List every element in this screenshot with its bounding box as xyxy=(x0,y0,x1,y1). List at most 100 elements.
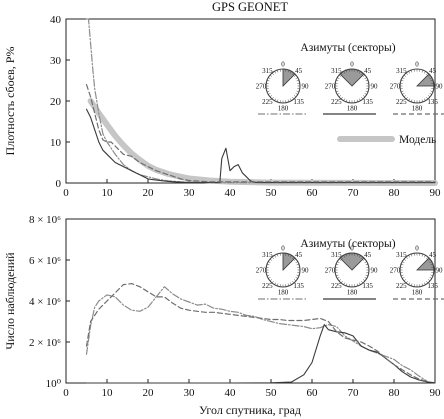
dial-tick xyxy=(287,283,290,287)
dial-tick xyxy=(361,96,364,100)
dial-azimuth-label: 135 xyxy=(293,282,304,290)
dial-tick xyxy=(279,69,281,72)
dial-tick xyxy=(400,272,403,274)
dial-tick xyxy=(274,71,277,74)
dial-tick xyxy=(348,253,350,256)
dial-tick xyxy=(431,266,434,268)
dial-tick xyxy=(295,77,298,80)
dial-tick xyxy=(296,263,300,266)
top-ylabel: Плотность сбоев, P% xyxy=(3,47,17,156)
bottom-dial-sector-45-90: 0 45 90 135 180 225 270 315 xyxy=(390,245,443,297)
dial-azimuth-label: 180 xyxy=(278,105,289,113)
dial-tick xyxy=(426,96,429,100)
dial-tick xyxy=(400,274,404,277)
dial-tick xyxy=(400,82,403,84)
dial-tick xyxy=(429,93,432,95)
dial-tick xyxy=(335,274,339,277)
dial-tick xyxy=(429,261,432,264)
dial-tick xyxy=(287,99,290,103)
dial-tick xyxy=(424,282,426,285)
dial-tick xyxy=(362,74,366,77)
dial-tick xyxy=(343,71,346,74)
dial-tick xyxy=(365,90,369,93)
dial-azimuth-label: 0 xyxy=(415,245,419,253)
dial-tick xyxy=(269,258,273,261)
dial-tick xyxy=(359,255,361,258)
dial-azimuth-label: 0 xyxy=(281,245,285,253)
dial-tick xyxy=(365,263,369,266)
dial-tick xyxy=(293,74,297,77)
dial-tick xyxy=(364,261,367,264)
dial-azimuth-label: 315 xyxy=(331,67,342,75)
dial-tick xyxy=(408,282,411,285)
dial-tick xyxy=(335,79,339,82)
dial-azimuth-label: 90 xyxy=(436,83,444,91)
dial-tick xyxy=(345,99,348,103)
bottom-legend: Азимуты (секторы) 0 45 90 135 180 225 270 315 0… xyxy=(256,238,444,300)
dial-azimuth-label: 180 xyxy=(412,289,423,297)
top-legend-header: Азимуты (секторы) xyxy=(300,42,395,54)
dial-tick xyxy=(413,253,415,256)
bottom-axis-ticks: 0 10 20 30 40 50 60 70 80 90 10⁰ 2 × 10⁶ 4 × 10⁶ 6 × … xyxy=(29,214,441,399)
dial-tick xyxy=(296,79,300,82)
dial-tick xyxy=(279,100,281,103)
dial-tick xyxy=(361,256,364,260)
dial-tick xyxy=(296,274,300,277)
dial-tick xyxy=(427,258,431,261)
dial-tick xyxy=(402,93,405,95)
top-xtick-label: 60 xyxy=(307,187,319,199)
top-xtick-label: 20 xyxy=(143,187,155,199)
dial-azimuth-label: 180 xyxy=(278,289,289,297)
dial-tick xyxy=(359,71,361,74)
dial-tick xyxy=(338,95,342,98)
bottom-dial-sector-0-45: 0 45 90 135 180 225 270 315 xyxy=(256,245,309,297)
dial-tick xyxy=(290,71,292,74)
bottom-ylabel: Число наблюдений xyxy=(3,252,17,350)
dial-tick xyxy=(271,72,274,76)
dial-tick xyxy=(337,77,340,80)
dial-tick xyxy=(269,74,273,77)
dial-tick xyxy=(268,77,271,80)
dial-azimuth-label: 90 xyxy=(302,267,310,275)
dial-tick xyxy=(338,258,342,261)
dial-tick xyxy=(337,277,340,279)
dial-tick xyxy=(359,98,361,101)
top-ytick-label: 20 xyxy=(50,96,62,108)
dial-tick xyxy=(335,263,339,266)
bottom-dial-sector-315-45: 0 45 90 135 180 225 270 315 xyxy=(325,245,378,297)
dial-tick xyxy=(274,282,277,285)
dial-tick xyxy=(335,88,338,90)
dial-tick xyxy=(426,280,429,284)
dial-azimuth-label: 135 xyxy=(427,282,438,290)
dial-tick xyxy=(405,280,408,284)
dial-tick xyxy=(266,266,269,268)
dial-azimuth-label: 135 xyxy=(362,282,373,290)
dial-tick xyxy=(359,282,361,285)
dial-tick xyxy=(426,72,429,76)
dial-tick xyxy=(408,255,411,258)
dial-tick xyxy=(419,253,421,256)
x-axis-title: Угол спутника, град xyxy=(199,403,301,417)
dial-tick xyxy=(427,74,431,77)
dial-tick xyxy=(356,99,359,103)
bottom-xtick-label: 30 xyxy=(184,387,196,399)
dial-tick xyxy=(429,277,432,279)
dial-azimuth-label: 225 xyxy=(262,282,273,290)
dial-tick xyxy=(335,272,338,274)
dial-tick xyxy=(295,261,298,264)
dial-tick xyxy=(295,277,298,279)
dial-tick xyxy=(345,253,348,257)
dial-tick xyxy=(403,74,407,77)
dial-tick xyxy=(431,82,434,84)
dial-tick xyxy=(297,266,300,268)
bottom-ytick-label: 8 × 10⁶ xyxy=(29,214,61,226)
bottom-xtick-label: 70 xyxy=(348,387,360,399)
dial-tick xyxy=(297,272,300,274)
dial-tick xyxy=(356,283,359,287)
top-xtick-label: 80 xyxy=(389,187,401,199)
dial-tick xyxy=(410,283,413,287)
dial-azimuth-label: 315 xyxy=(262,251,273,259)
dial-tick xyxy=(293,258,297,261)
dial-azimuth-label: 90 xyxy=(371,267,379,275)
dial-tick xyxy=(354,284,356,287)
